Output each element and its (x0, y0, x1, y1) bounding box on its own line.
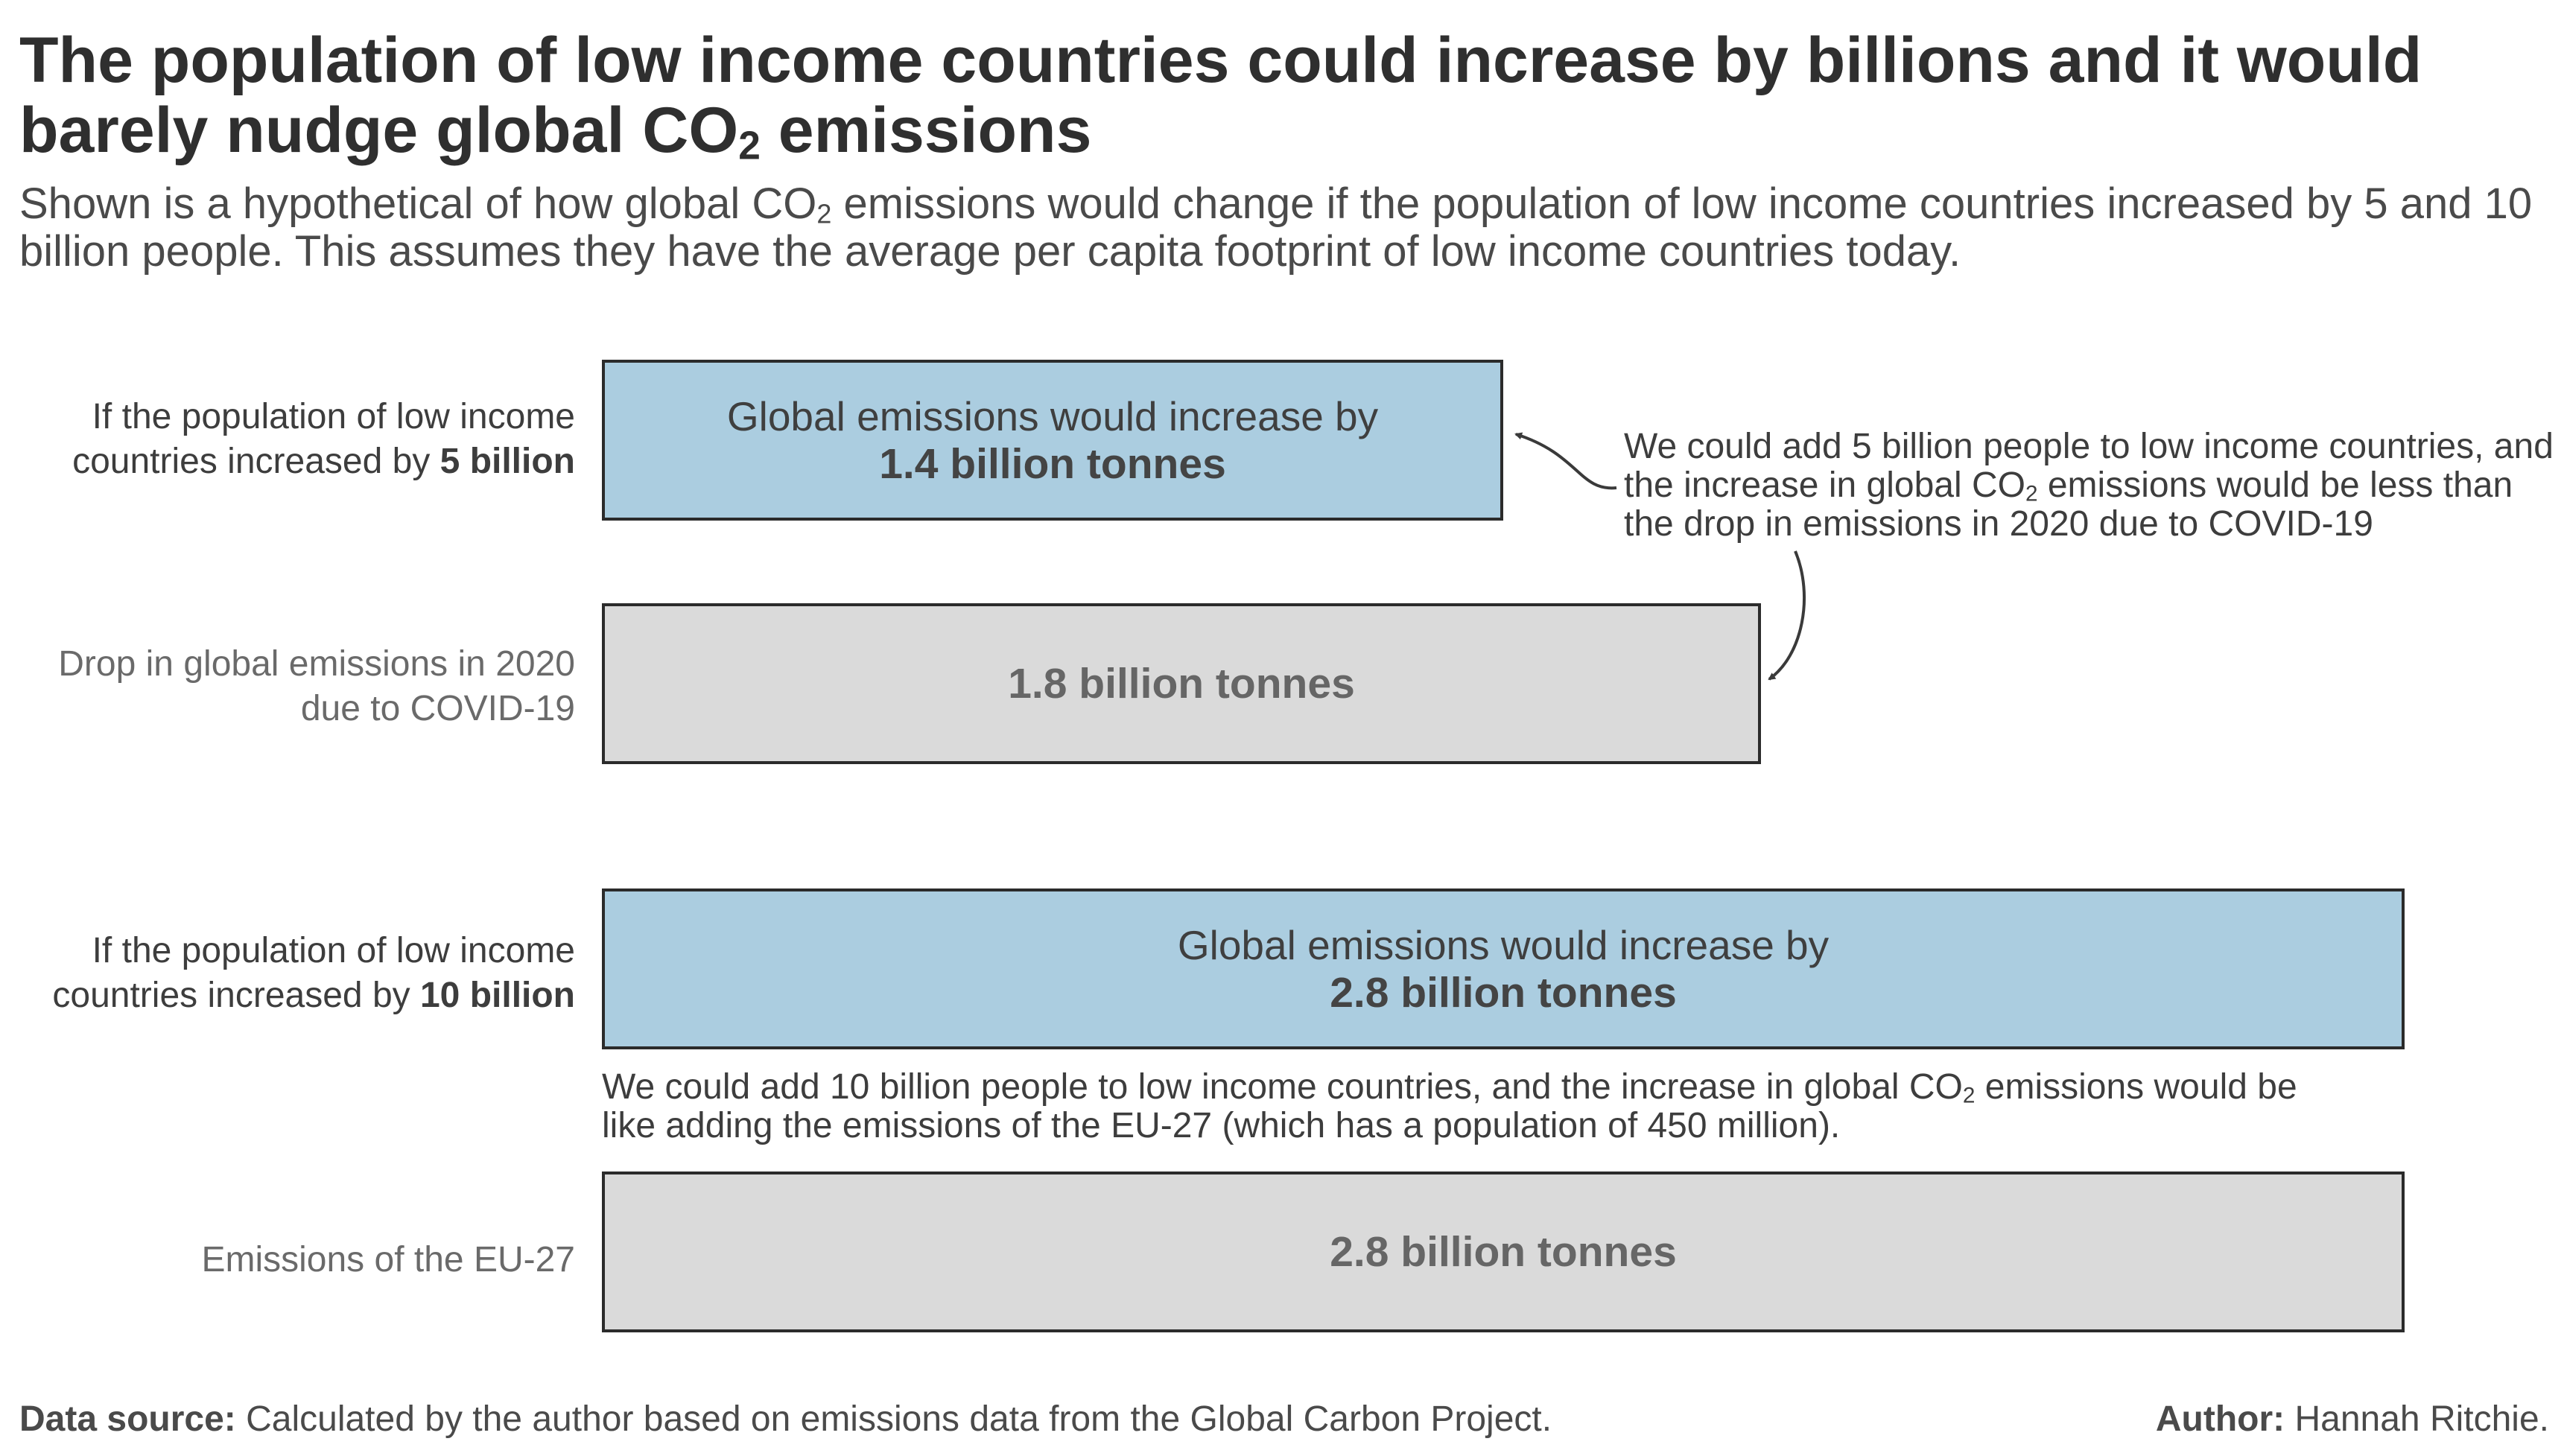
bar-covid-drop: 1.8 billion tonnes (602, 603, 1761, 764)
annotation-eu27-comparison: We could add 10 billion people to low in… (602, 1068, 2315, 1145)
bar-value-label: 2.8 billion tonnes (1330, 1228, 1677, 1276)
row-label-text: Emissions of the EU-27 (201, 1240, 575, 1279)
bar-increase-10-billion: Global emissions would increase by 2.8 b… (602, 888, 2405, 1049)
subtitle-text-end: emissions would change if the population… (19, 179, 2533, 276)
chart-title: The population of low income countries c… (19, 25, 2537, 168)
subtitle-subscript: 2 (816, 198, 832, 229)
row-label-text: Drop in global emissions in 2020 due to … (58, 644, 575, 728)
arrow-to-5-billion-bar (1514, 432, 1617, 490)
author-label: Author: (2155, 1399, 2285, 1439)
author-credit: Author: Hannah Ritchie. (2156, 1399, 2549, 1440)
chart-subtitle: Shown is a hypothetical of how global CO… (19, 180, 2537, 276)
row-label-covid-drop: Drop in global emissions in 2020 due to … (0, 642, 575, 731)
annotation-text: We could add 5 billion people to low inc… (1624, 427, 2554, 505)
author-text: Hannah Ritchie. (2285, 1399, 2549, 1439)
annotation-text-end: emissions would be like adding the emiss… (602, 1067, 2297, 1145)
row-label-5-billion: If the population of low income countrie… (0, 395, 575, 484)
title-text: The population of low income countries c… (19, 25, 2422, 166)
row-label-eu27: Emissions of the EU-27 (0, 1238, 575, 1282)
row-label-text: If the population of low income countrie… (72, 397, 575, 481)
title-subscript: 2 (738, 124, 761, 168)
annotation-subscript: 2 (1962, 1083, 1976, 1108)
bar-value-label: 1.8 billion tonnes (1008, 660, 1355, 708)
annotation-subscript: 2 (2025, 481, 2038, 506)
row-label-bold: 5 billion (440, 442, 575, 481)
data-source-note: Data source: Calculated by the author ba… (19, 1399, 1552, 1440)
bar-eu27-emissions: 2.8 billion tonnes (602, 1172, 2405, 1332)
bar-caption: Global emissions would increase by (1177, 922, 1830, 968)
annotation-covid-comparison: We could add 5 billion people to low inc… (1624, 427, 2555, 544)
source-label: Data source: (19, 1399, 236, 1439)
annotation-text-end: emissions would be less than the drop in… (1624, 465, 2513, 544)
bar-value-label: 2.8 billion tonnes (1330, 969, 1677, 1017)
source-text: Calculated by the author based on emissi… (235, 1399, 1552, 1439)
bar-caption: Global emissions would increase by (726, 393, 1379, 439)
bar-increase-5-billion: Global emissions would increase by 1.4 b… (602, 360, 1503, 521)
row-label-bold: 10 billion (419, 976, 575, 1015)
arrow-to-covid-bar (1768, 550, 1806, 681)
row-label-text: If the population of low income countrie… (52, 931, 575, 1015)
bar-value-label: 1.4 billion tonnes (879, 440, 1226, 488)
annotation-text: We could add 10 billion people to low in… (602, 1067, 1963, 1107)
row-label-10-billion: If the population of low income countrie… (0, 929, 575, 1018)
subtitle-text: Shown is a hypothetical of how global CO (19, 179, 817, 228)
title-text-end: emissions (760, 95, 1092, 166)
